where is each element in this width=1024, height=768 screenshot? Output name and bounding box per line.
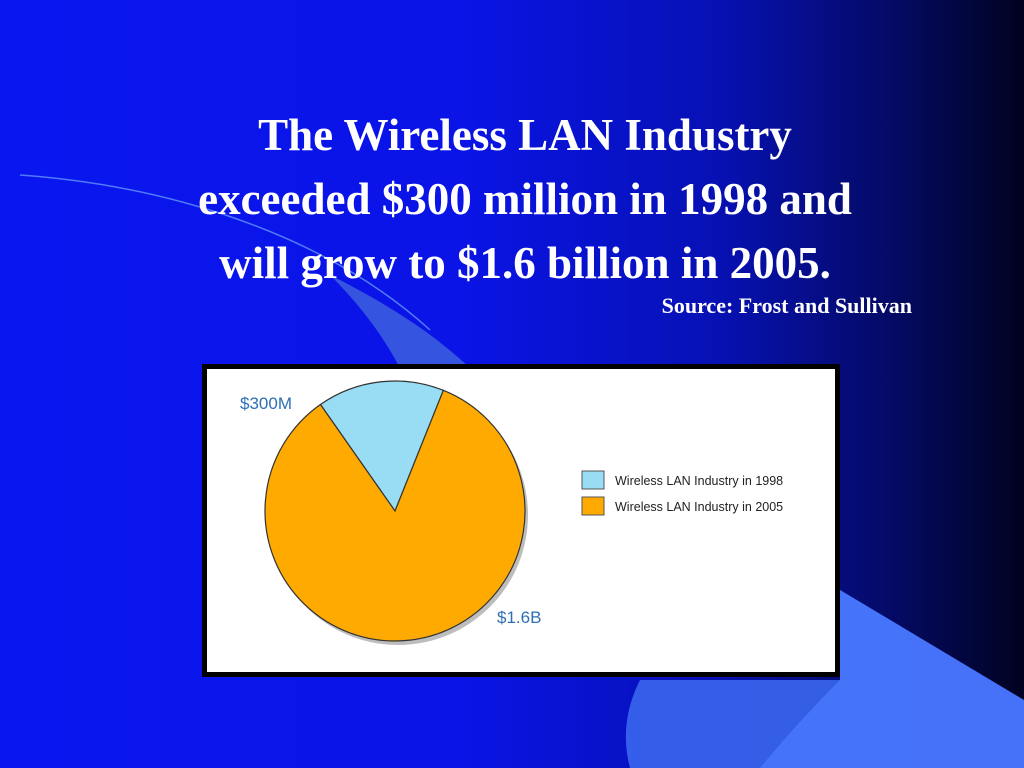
pie-slice-1998 [319, 380, 445, 513]
pie-chart: $300M $1.6B Wireless LAN Industry in 1998 W… [240, 380, 783, 645]
slide-title: The Wireless LAN Industry exceeded $300 … [120, 103, 930, 295]
legend-swatch-1998 [581, 470, 605, 490]
legend-swatch-2005 [581, 496, 605, 516]
title-line-1: The Wireless LAN Industry [258, 110, 792, 160]
legend-label-1998: Wireless LAN Industry in 1998 [615, 474, 783, 488]
title-line-3: will grow to $1.6 billion in 2005. [219, 238, 831, 288]
slice-label-1998: $300M [240, 394, 292, 413]
chart-area: $300M $1.6B Wireless LAN Industry in 1998 W… [207, 369, 835, 672]
legend-label-2005: Wireless LAN Industry in 2005 [615, 500, 783, 514]
pie-slice-2005 [264, 389, 526, 642]
chart-frame: $300M $1.6B Wireless LAN Industry in 1998 W… [202, 364, 840, 677]
title-line-2: exceeded $300 million in 1998 and [198, 174, 852, 224]
source-citation: Source: Frost and Sullivan [661, 293, 912, 318]
slice-label-2005: $1.6B [497, 608, 541, 627]
